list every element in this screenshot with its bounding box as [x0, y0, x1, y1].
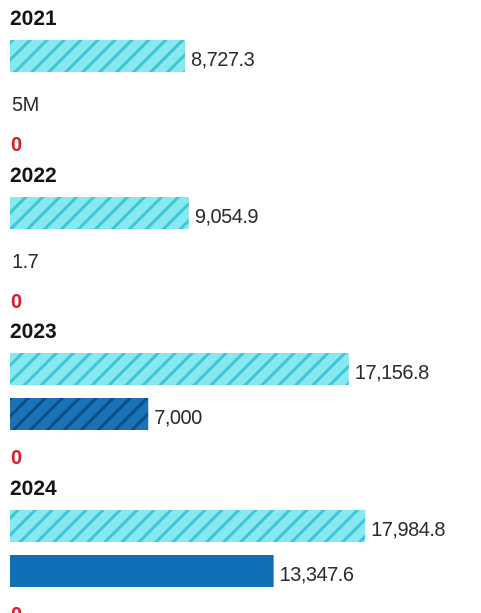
data-label-series-1: 9,054.9 [195, 206, 259, 228]
bar-series-1 [10, 40, 185, 72]
bar-series-1 [10, 197, 189, 229]
data-label-series-2: 1.7 [12, 251, 39, 273]
data-label-series-2: 13,347.6 [280, 564, 354, 586]
data-label-series-3: 0 [11, 134, 22, 156]
data-label-series-3: 0 [11, 291, 22, 313]
category-label: 2024 [10, 477, 57, 500]
category-label: 2022 [10, 164, 57, 187]
bar-series-1 [10, 353, 349, 385]
data-label-series-2: 7,000 [154, 407, 202, 429]
data-label-series-3: 0 [11, 447, 22, 469]
data-label-series-1: 17,156.8 [355, 362, 429, 384]
category-label: 2023 [10, 320, 57, 343]
category-label: 2021 [10, 7, 57, 30]
data-label-series-2: 5M [12, 94, 39, 116]
bar-series-2 [10, 555, 274, 587]
bar-series-1 [10, 510, 366, 542]
data-label-series-1: 17,984.8 [371, 519, 445, 541]
data-label-series-1: 8,727.3 [191, 49, 255, 71]
chart-plot-area: 2021 8,727.3 5M 0 2022 9,054.9 1.7 0 2023 17,156.… [10, 7, 446, 613]
data-label-series-3: 0 [11, 604, 22, 613]
bar-series-2 [10, 398, 149, 430]
